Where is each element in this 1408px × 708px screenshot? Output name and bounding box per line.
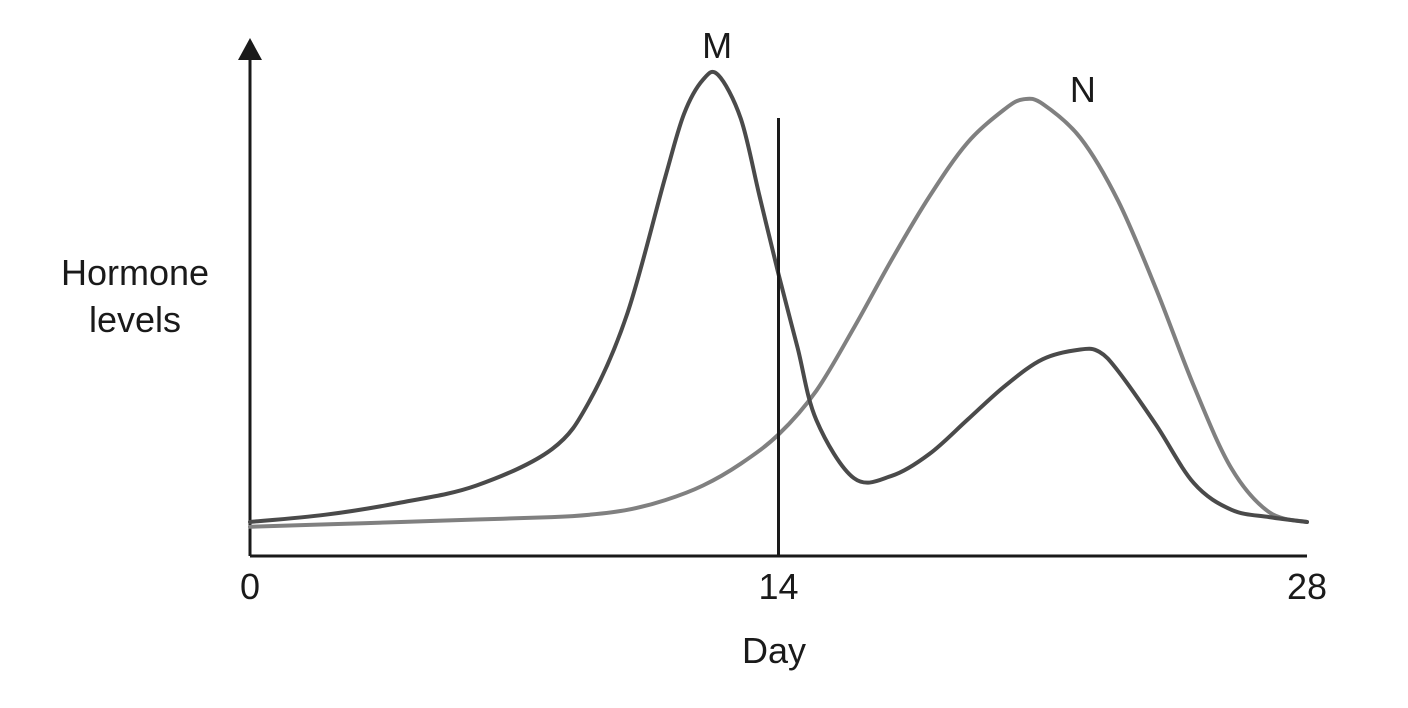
series-label-m: M (702, 24, 733, 66)
plot-area (248, 69, 1309, 556)
series-line-m (248, 69, 1309, 524)
series-line-n (248, 96, 1309, 529)
x-tick-label: 0 (239, 566, 261, 607)
series-label-n: N (1069, 69, 1096, 111)
y-axis-label: Hormone levels (60, 252, 210, 340)
x-axis-label: Day (741, 630, 807, 671)
x-tick-label: 14 (758, 566, 799, 607)
x-tick-label: 28 (1286, 566, 1328, 607)
y-axis-arrow-icon (238, 38, 262, 60)
